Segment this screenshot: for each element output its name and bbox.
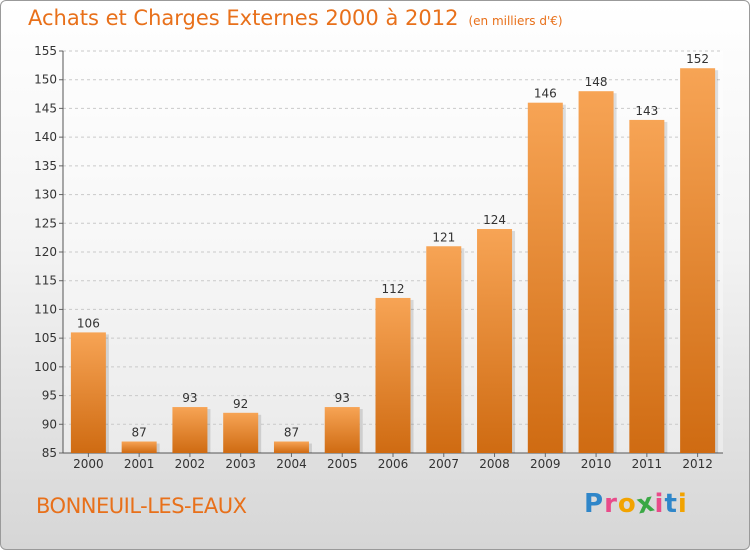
x-tick-label: 2010 (581, 457, 612, 471)
data-label: 106 (77, 316, 100, 330)
y-tick-label: 95 (42, 389, 57, 403)
data-label: 152 (686, 52, 709, 66)
x-tick-label: 2006 (378, 457, 409, 471)
y-tick-label: 115 (34, 274, 57, 288)
y-tick-label: 135 (34, 159, 57, 173)
data-label: 87 (132, 426, 147, 440)
town-name: BONNEUIL-LES-EAUX (36, 494, 247, 518)
logo-letter: P (584, 489, 605, 519)
logo-letter: t (664, 489, 678, 519)
x-tick-label: 2005 (327, 457, 358, 471)
y-tick-label: 120 (34, 245, 57, 259)
bar (477, 229, 513, 453)
bar (70, 332, 106, 453)
bar (578, 91, 614, 453)
y-tick-label: 140 (34, 130, 57, 144)
y-tick-label: 100 (34, 360, 57, 374)
data-label: 87 (284, 426, 299, 440)
x-tick-label: 2000 (73, 457, 104, 471)
bar (375, 297, 411, 453)
bar (426, 246, 462, 453)
logo-letter: r (604, 489, 618, 519)
bar (273, 441, 309, 453)
x-tick-label: 2009 (530, 457, 561, 471)
bar (223, 412, 259, 453)
bar (324, 407, 360, 453)
data-label: 148 (585, 75, 608, 89)
bar (172, 407, 208, 453)
logo-letter: o (617, 489, 637, 519)
data-label: 93 (182, 391, 197, 405)
proxiti-logo: Proxiti (584, 487, 688, 520)
bar (680, 68, 716, 453)
data-label: 112 (382, 282, 405, 296)
x-tick-label: 2008 (479, 457, 510, 471)
data-label: 146 (534, 87, 557, 101)
y-tick-label: 125 (34, 216, 57, 230)
y-tick-label: 150 (34, 73, 57, 87)
y-tick-label: 110 (34, 302, 57, 316)
x-tick-label: 2004 (276, 457, 307, 471)
bar (121, 441, 157, 453)
data-label: 121 (432, 230, 455, 244)
y-tick-label: 155 (34, 44, 57, 58)
data-label: 93 (335, 391, 350, 405)
y-tick-label: 105 (34, 331, 57, 345)
x-tick-label: 2011 (632, 457, 663, 471)
logo-letter: i (654, 489, 665, 519)
data-label: 92 (233, 397, 248, 411)
y-tick-label: 130 (34, 188, 57, 202)
x-tick-label: 2003 (225, 457, 256, 471)
data-label: 124 (483, 213, 506, 227)
chart-unit: (en milliers d'€) (468, 14, 563, 28)
bar (527, 102, 563, 453)
y-tick-label: 145 (34, 101, 57, 115)
y-tick-label: 85 (42, 446, 57, 460)
chart-title: Achats et Charges Externes 2000 à 2012 (e… (28, 6, 563, 30)
bar (629, 119, 665, 454)
chart-title-text: Achats et Charges Externes 2000 à 2012 (28, 6, 459, 30)
x-tick-label: 2007 (428, 457, 459, 471)
y-tick-label: 90 (42, 417, 57, 431)
x-tick-label: 2001 (124, 457, 155, 471)
logo-letter: i (677, 489, 688, 519)
x-tick-label: 2002 (175, 457, 206, 471)
x-tick-label: 2012 (682, 457, 713, 471)
data-label: 143 (635, 104, 658, 118)
